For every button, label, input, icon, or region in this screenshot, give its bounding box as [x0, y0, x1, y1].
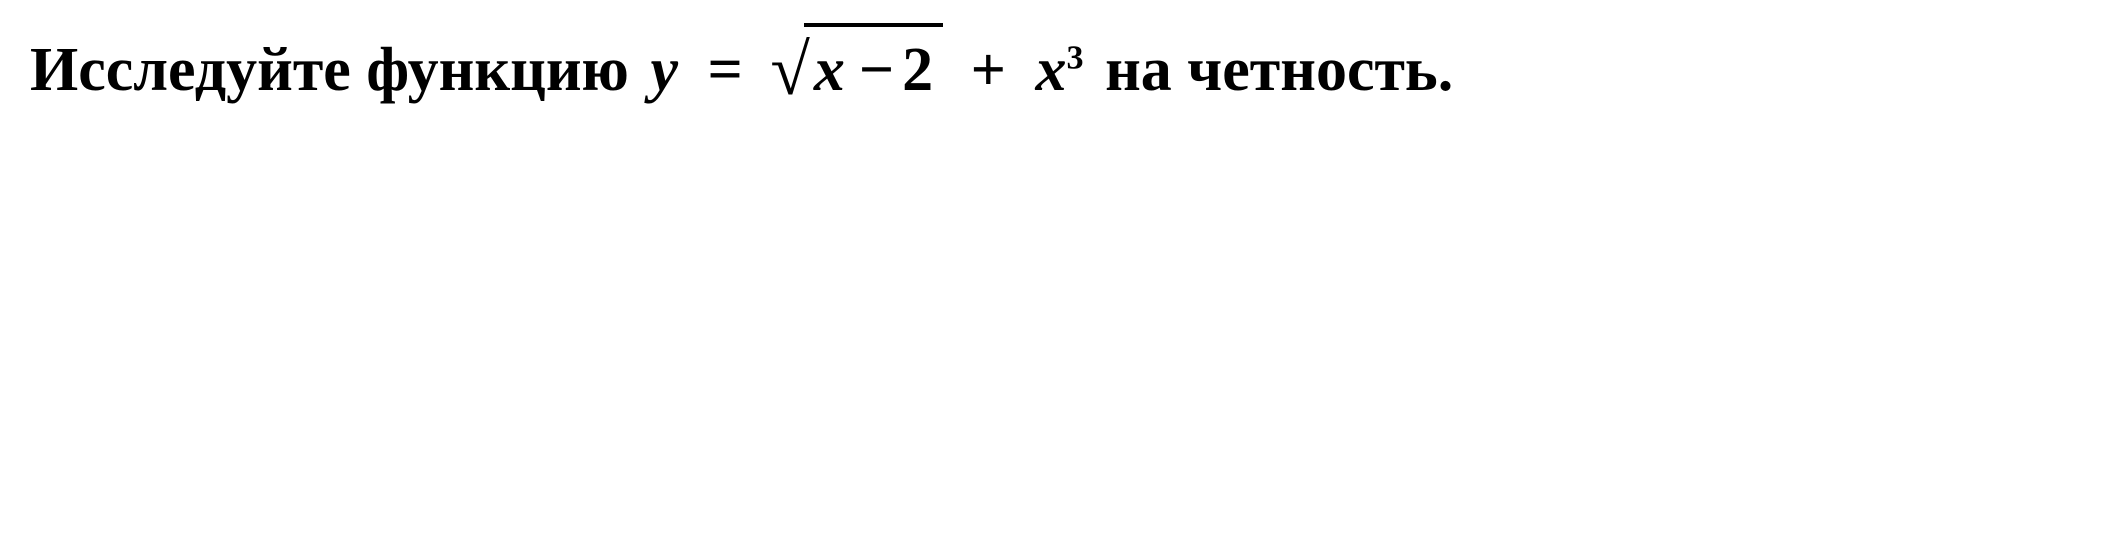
radicand-x: x: [814, 36, 845, 104]
square-root: x−2: [770, 20, 943, 121]
equals-sign: =: [707, 36, 742, 104]
text-prefix: Исследуйте функцию: [30, 36, 629, 104]
sqrt-radicand: x−2: [804, 23, 943, 114]
term-x-cubed: x3: [1036, 36, 1084, 104]
text-suffix: на четность.: [1105, 36, 1453, 104]
plus-sign: +: [971, 36, 1006, 104]
term2-var: x: [1036, 36, 1067, 104]
radicand-const: 2: [902, 36, 933, 104]
radicand-minus: −: [859, 36, 894, 104]
variable-y: y: [650, 36, 678, 104]
problem-statement: Исследуйте функцию y = x−2 + x3 на четно…: [30, 20, 2073, 121]
term2-exponent: 3: [1067, 39, 1084, 76]
